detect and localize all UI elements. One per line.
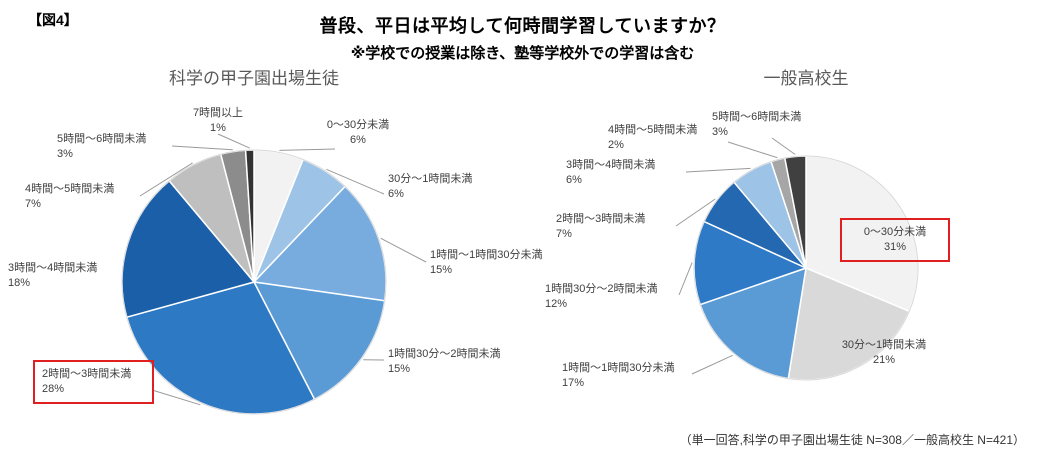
- slice-label-text: 2時間～3時間未満: [556, 213, 646, 225]
- slice-label-text: 30分～1時間未満: [841, 339, 927, 351]
- slice-label: 1時間30分～2時間未満 12%: [545, 282, 679, 312]
- slice-label: 4時間～5時間未満 7%: [25, 182, 137, 212]
- slice-label-pct: 3%: [712, 125, 728, 138]
- slice-label-text: 5時間～6時間未満: [57, 133, 147, 145]
- slice-label-text: 0～30分未満: [863, 226, 927, 238]
- slice-label-pct: 6%: [388, 187, 404, 200]
- slice-label: 2時間～3時間未満 7%: [556, 212, 674, 242]
- pie-outline: [693, 155, 919, 381]
- main-title: 普段、平日は平均して何時間学習していますか？: [319, 16, 726, 36]
- slice-label: 1時間30分～2時間未満 15%: [388, 347, 534, 377]
- slice-label-pct: 7%: [25, 197, 41, 210]
- pie-outline: [121, 149, 387, 415]
- main-subtitle: ※学校での授業は除き、塾等学校外での学習は含む: [350, 45, 695, 62]
- slice-label: 30分～1時間未満 21%: [828, 338, 940, 368]
- slice-label-highlighted: 0～30分未満 31%: [840, 218, 950, 262]
- slice-label-text: 3時間～4時間未満: [8, 262, 98, 274]
- slice-label-pct: 15%: [430, 263, 453, 276]
- leader-line: [380, 237, 427, 263]
- slice-label: 3時間～4時間未満 18%: [8, 261, 118, 291]
- right-chart-title: 一般高校生: [763, 69, 849, 88]
- slice-label-text: 30分～1時間未満: [388, 173, 473, 185]
- slice-label: 7時間以上 1%: [180, 106, 256, 136]
- slice-label-text: 4時間～5時間未満: [608, 124, 698, 136]
- slice-label-text: 1時間～1時間30分未満: [430, 249, 543, 261]
- leader-line: [771, 137, 796, 155]
- slice-label-text: 1時間30分～2時間未満: [388, 348, 501, 360]
- left-chart-title: 科学の甲子園出場生徒: [169, 69, 339, 88]
- slice-label: 0～30分未満 6%: [300, 118, 416, 148]
- slice-label-text: 7時間以上: [192, 107, 244, 119]
- slice-label-text: 1時間～1時間30分未満: [562, 362, 675, 374]
- slice-label-pct: 7%: [556, 227, 572, 240]
- leader-line: [279, 148, 336, 151]
- slice-label-text: 4時間～5時間未満: [25, 183, 115, 195]
- leader-line: [151, 389, 201, 406]
- leader-line: [139, 162, 193, 197]
- leader-line: [675, 198, 716, 227]
- leader-line: [691, 354, 733, 375]
- slice-label-highlighted: 2時間～3時間未満 28%: [33, 360, 154, 404]
- leader-line: [685, 167, 751, 173]
- figure-tag: 【図4】: [28, 12, 78, 28]
- slice-label-pct: 28%: [42, 382, 65, 395]
- slice-label-text: 1時間30分～2時間未満: [545, 283, 658, 295]
- slice-label: 4時間～5時間未満 2%: [608, 123, 726, 153]
- slice-label: 30分～1時間未満 6%: [388, 172, 510, 202]
- leader-line: [217, 133, 250, 149]
- footnote: （単一回答,科学の甲子園出場生徒 N=308／一般高校生 N=421）: [679, 433, 1025, 447]
- slice-label: 5時間～6時間未満 3%: [712, 110, 830, 140]
- slice-label-pct: 2%: [608, 138, 624, 151]
- slice-label-text: 5時間～6時間未満: [712, 111, 802, 123]
- slice-label: 1時間～1時間30分未満 17%: [562, 361, 692, 391]
- slice-label-text: 0～30分未満: [326, 119, 390, 131]
- slice-label-text: 2時間～3時間未満: [42, 368, 132, 380]
- leader-line: [171, 145, 233, 151]
- leader-line: [678, 262, 693, 296]
- slice-label-pct: 12%: [545, 297, 568, 310]
- leader-line: [326, 168, 385, 195]
- slice-label: 1時間～1時間30分未満 15%: [430, 248, 572, 278]
- slice-label-pct: 1%: [210, 121, 226, 134]
- leader-line: [727, 141, 778, 159]
- slice-label: 3時間～4時間未満 6%: [566, 158, 684, 188]
- slice-label-pct: 15%: [388, 362, 411, 375]
- title-block: 普段、平日は平均して何時間学習していますか？ ※学校での授業は除き、塾等学校外で…: [250, 12, 795, 63]
- slice-label-pct: 3%: [57, 147, 73, 160]
- slice-label-pct: 31%: [883, 240, 907, 253]
- slice-label-pct: 18%: [8, 276, 31, 289]
- slice-label-pct: 21%: [872, 353, 896, 366]
- slice-label-pct: 6%: [350, 133, 366, 146]
- slice-label-pct: 17%: [562, 376, 585, 389]
- slice-label: 5時間～6時間未満 3%: [57, 132, 169, 162]
- slice-label-text: 3時間～4時間未満: [566, 159, 656, 171]
- slice-label-pct: 6%: [566, 173, 582, 186]
